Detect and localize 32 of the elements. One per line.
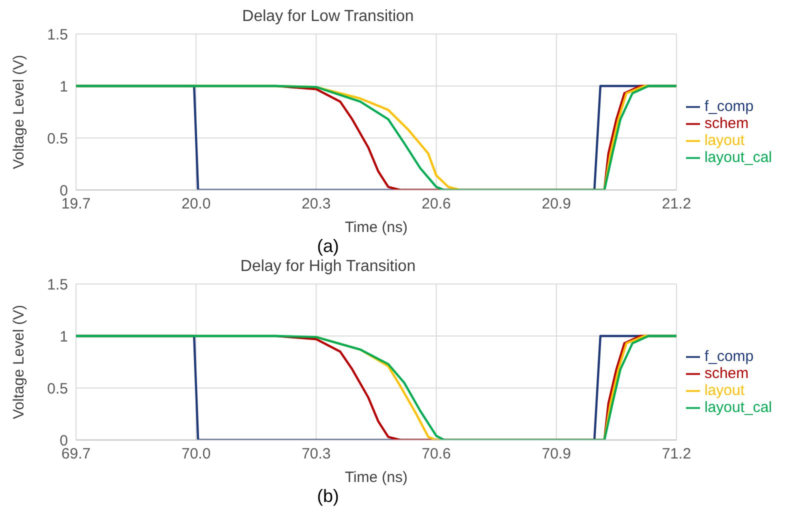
legend-label: layout_cal [704, 399, 772, 416]
chart-title: Delay for Low Transition [241, 8, 415, 27]
chart-title: Delay for High Transition [239, 258, 417, 277]
y-tick-label: 0.5 [47, 130, 68, 148]
legend-label: layout_cal [704, 149, 772, 166]
x-tick-label: 70.6 [422, 446, 451, 463]
x-tick-label: 70.3 [302, 446, 331, 463]
legend-label: schem [704, 365, 749, 382]
text: (b) [316, 486, 340, 508]
x-tick-label: 20.9 [542, 196, 571, 213]
y-tick-label: 1.5 [47, 276, 68, 294]
x-tick-label: 21.2 [662, 196, 692, 213]
x-axis-title: Time (ns) [344, 469, 408, 486]
y-axis-title: Voltage Level (V) [10, 304, 28, 420]
y-tick-label: 1.5 [47, 26, 68, 44]
x-tick-label: 20.0 [181, 196, 211, 213]
y-tick-label: 1 [60, 78, 68, 96]
legend-label: layout [704, 132, 744, 149]
y-axis-title: Voltage Level (V) [10, 54, 28, 170]
legend-label: f_comp [704, 98, 754, 115]
legend-label: f_comp [704, 348, 754, 365]
x-tick-label: 20.3 [302, 196, 331, 213]
x-tick-label: 71.2 [662, 446, 692, 463]
y-tick-label: 1 [60, 328, 68, 346]
x-tick-label: 70.0 [181, 446, 211, 463]
legend-label: schem [704, 115, 749, 132]
x-axis-title: Time (ns) [344, 219, 408, 236]
legend-label: layout [704, 382, 744, 399]
y-tick-label: 0.5 [47, 380, 68, 398]
text: (a) [316, 236, 340, 258]
x-tick-label: 70.9 [542, 446, 571, 463]
x-tick-label: 20.6 [422, 196, 451, 213]
